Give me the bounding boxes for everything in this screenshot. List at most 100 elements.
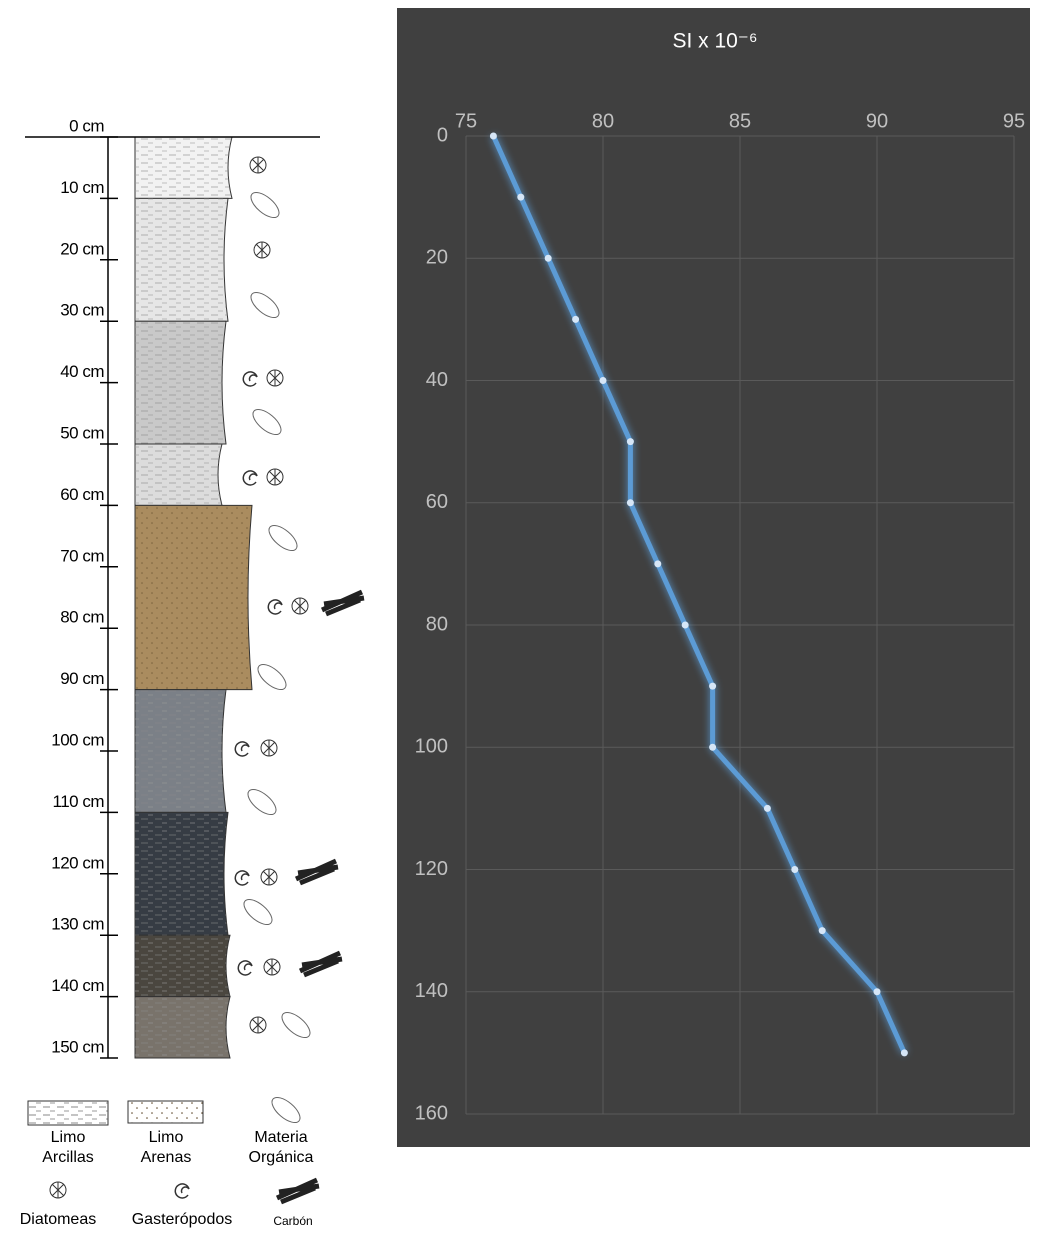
x-tick-label: 95 — [1003, 110, 1025, 132]
data-point — [709, 683, 716, 690]
leaf-icon — [247, 188, 283, 222]
gastropod-icon — [235, 742, 249, 756]
chart-title: SI x 10⁻⁶ — [672, 30, 757, 53]
legend-swatch — [28, 1101, 108, 1125]
data-point — [572, 316, 579, 323]
leaf-icon — [278, 1008, 314, 1042]
leaf-icon — [249, 405, 285, 439]
depth-label: 0 cm — [69, 116, 104, 135]
data-point — [627, 438, 634, 445]
depth-label: 130 cm — [51, 915, 104, 934]
data-point — [791, 866, 798, 873]
layer-texture — [135, 935, 230, 996]
y-tick-label: 100 — [415, 736, 448, 758]
coal-icon — [277, 1180, 319, 1202]
depth-label: 40 cm — [60, 362, 104, 381]
chart-background — [397, 8, 1030, 1147]
diatom-icon — [252, 157, 264, 173]
data-point — [682, 622, 689, 629]
x-tick-label: 85 — [729, 110, 751, 132]
y-tick-label: 0 — [437, 124, 448, 146]
layer-texture — [135, 505, 252, 689]
legend-label: Arcillas — [42, 1149, 94, 1166]
x-tick-label: 80 — [592, 110, 614, 132]
gastropod-icon — [243, 471, 257, 485]
legend-label: Carbón — [273, 1214, 312, 1228]
diatom-icon — [252, 1017, 264, 1033]
stratigraphic-column: 0 cm 10 cm 20 cm 30 cm 40 cm 50 cm 60 cm 70 cm 8… — [20, 116, 364, 1228]
chart: SI x 10⁻⁶ 75 80 85 90 95 0 20 40 60 80 100 120 140 16… — [397, 8, 1030, 1147]
gastropod-icon — [268, 600, 282, 614]
y-tick-label: 60 — [426, 491, 448, 513]
data-point — [901, 1049, 908, 1056]
legend-swatch — [128, 1101, 203, 1123]
page: 0 cm 10 cm 20 cm 30 cm 40 cm 50 cm 60 cm 70 cm 8… — [0, 0, 1037, 1236]
y-tick-label: 160 — [415, 1102, 448, 1124]
diatom-icon — [269, 370, 281, 386]
legend-label: Materia — [254, 1129, 307, 1146]
legend-label: Arenas — [141, 1149, 192, 1166]
gastropod-icon — [243, 372, 257, 386]
data-point — [600, 377, 607, 384]
coal-icon — [322, 592, 364, 614]
layer-texture — [135, 997, 230, 1058]
depth-label: 90 cm — [60, 669, 104, 688]
data-point — [490, 133, 497, 140]
leaf-icon — [247, 288, 283, 322]
diatom-icon — [263, 740, 275, 756]
depth-label: 120 cm — [51, 853, 104, 872]
y-tick-label: 140 — [415, 980, 448, 1002]
depth-label: 50 cm — [60, 423, 104, 442]
depth-label: 150 cm — [51, 1037, 104, 1056]
legend-label: Limo — [149, 1129, 184, 1146]
y-tick-label: 80 — [426, 613, 448, 635]
gastropod-icon — [235, 871, 249, 885]
gastropod-icon — [238, 961, 252, 975]
y-tick-label: 40 — [426, 369, 448, 391]
depth-label: 140 cm — [51, 976, 104, 995]
leaf-icon — [244, 785, 280, 819]
depth-label: 80 cm — [60, 608, 104, 627]
data-point — [709, 744, 716, 751]
coal-icon — [300, 953, 342, 975]
data-point — [764, 805, 771, 812]
data-point — [517, 194, 524, 201]
layer-texture — [135, 444, 222, 505]
diatom-icon — [256, 242, 268, 258]
layer-texture — [135, 137, 232, 198]
diatom-icon — [266, 959, 278, 975]
depth-label: 60 cm — [60, 485, 104, 504]
x-tick-label: 75 — [455, 110, 477, 132]
depth-label: 70 cm — [60, 546, 104, 565]
legend-label: Diatomeas — [20, 1211, 96, 1228]
leaf-icon — [240, 895, 276, 929]
legend-label: Orgánica — [249, 1149, 314, 1166]
x-tick-label: 90 — [866, 110, 888, 132]
depth-label: 20 cm — [60, 239, 104, 258]
diatom-icon — [294, 598, 306, 614]
depth-label: 10 cm — [60, 178, 104, 197]
leaf-icon — [254, 660, 290, 694]
y-tick-label: 20 — [426, 247, 448, 269]
diatom-icon — [263, 869, 275, 885]
y-tick-label: 120 — [415, 858, 448, 880]
depth-label: 100 cm — [51, 730, 104, 749]
data-point — [874, 988, 881, 995]
legend-label: Limo — [51, 1129, 86, 1146]
data-point — [654, 560, 661, 567]
diatom-icon — [52, 1182, 64, 1198]
data-point — [545, 255, 552, 262]
data-point — [819, 927, 826, 934]
layer-texture — [135, 690, 226, 813]
depth-label: 30 cm — [60, 301, 104, 320]
gastropod-icon — [175, 1184, 189, 1198]
leaf-icon — [265, 521, 301, 555]
depth-label: 110 cm — [53, 792, 105, 811]
figure: 0 cm 10 cm 20 cm 30 cm 40 cm 50 cm 60 cm 70 cm 8… — [0, 0, 1037, 1236]
data-point — [627, 499, 634, 506]
layer-texture — [135, 321, 226, 444]
layer-texture — [135, 812, 228, 935]
leaf-icon — [268, 1093, 304, 1127]
layer-texture — [135, 198, 228, 321]
diatom-icon — [269, 469, 281, 485]
